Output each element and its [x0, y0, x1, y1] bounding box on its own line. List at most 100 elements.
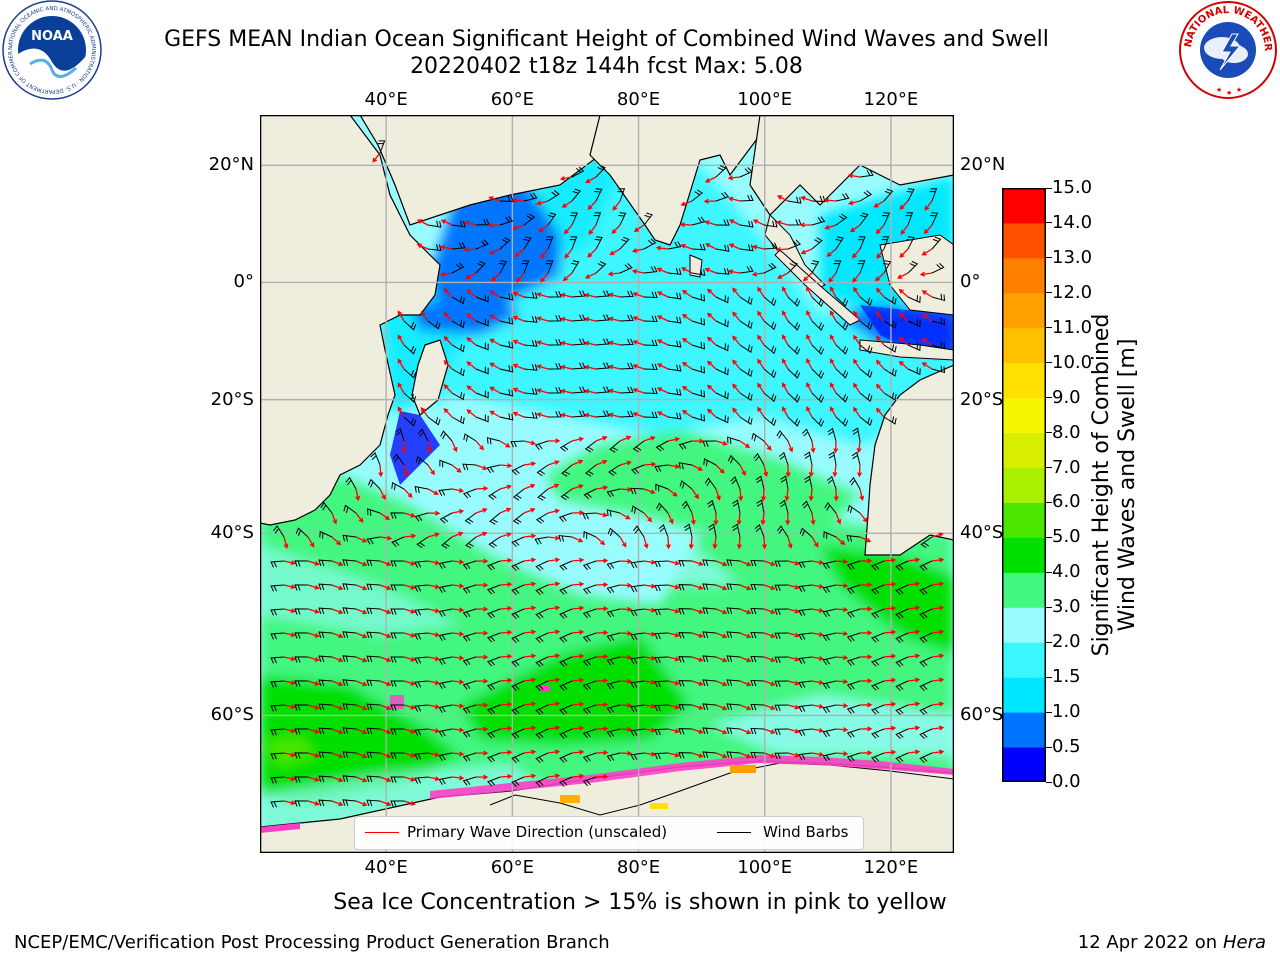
wave-direction-arrow	[307, 656, 320, 662]
wind-barb	[859, 344, 873, 354]
wind-barb	[559, 752, 573, 763]
wave-direction-arrow	[439, 271, 453, 277]
wave-direction-arrow	[499, 749, 513, 755]
wave-direction-arrow	[331, 536, 342, 546]
wind-barb	[691, 293, 705, 302]
wave-direction-arrow	[715, 728, 728, 735]
wave-direction-arrow	[523, 725, 537, 731]
wind-barb	[678, 440, 693, 450]
wind-barb	[606, 584, 621, 594]
wave-direction-arrow	[540, 272, 549, 283]
wave-direction-arrow	[859, 558, 873, 564]
wind-barb	[438, 488, 453, 497]
wave-direction-arrow	[633, 224, 645, 232]
wind-barb	[595, 410, 610, 418]
wind-barb	[595, 314, 610, 322]
wave-direction-arrow	[931, 629, 945, 635]
wind-barb	[654, 560, 669, 568]
wave-direction-arrow	[931, 677, 945, 683]
wave-direction-arrow	[907, 653, 921, 659]
wave-direction-arrow	[713, 512, 719, 526]
wave-direction-arrow	[403, 656, 416, 662]
wind-barb	[439, 459, 453, 468]
wave-direction-arrow	[595, 630, 609, 636]
wave-direction-arrow	[283, 584, 297, 590]
wave-direction-arrow	[499, 463, 513, 469]
wind-barb	[547, 291, 562, 298]
wave-direction-arrow	[643, 461, 657, 467]
wave-direction-arrow	[416, 243, 429, 250]
wind-barb	[582, 776, 597, 787]
wave-direction-arrow	[512, 411, 525, 418]
colorbar-tick-label: 0.0	[1052, 771, 1081, 792]
wave-direction-arrow	[757, 334, 765, 346]
wave-direction-arrow	[547, 605, 561, 611]
wind-barb	[294, 680, 309, 687]
wind-barb	[342, 703, 357, 711]
colorbar-tick-mark	[1046, 711, 1052, 713]
wind-barb	[667, 292, 682, 300]
wind-barb	[846, 608, 861, 619]
wind-barb	[753, 452, 765, 466]
wind-barb	[895, 752, 909, 763]
colorbar-tick-label: 9.0	[1052, 386, 1081, 408]
svg-text:★: ★	[1226, 89, 1232, 97]
wind-barb	[415, 455, 429, 466]
wave-direction-arrow	[540, 248, 549, 259]
wave-direction-arrow	[921, 290, 933, 298]
wave-direction-arrow	[787, 656, 800, 662]
wave-direction-arrow	[656, 339, 669, 346]
wave-direction-arrow	[712, 536, 718, 550]
wind-barb	[739, 220, 754, 228]
wave-direction-arrow	[379, 776, 392, 783]
wave-direction-arrow	[571, 605, 585, 611]
wave-direction-arrow	[739, 464, 746, 476]
wave-direction-arrow	[571, 677, 585, 683]
noaa-logo-text: NOAA	[31, 29, 73, 44]
wave-direction-arrow	[761, 536, 767, 550]
wind-barb	[523, 192, 538, 202]
wind-barb	[523, 412, 538, 419]
wind-barb	[702, 631, 717, 639]
wind-barb	[643, 411, 658, 419]
colorbar-tick-mark	[1046, 746, 1052, 748]
wave-direction-arrow	[691, 608, 704, 614]
wave-direction-arrow	[523, 557, 537, 563]
wave-direction-arrow	[859, 512, 868, 523]
wind-barb	[571, 314, 586, 322]
wind-barb	[390, 728, 405, 735]
wave-direction-arrow	[810, 440, 816, 454]
wind-barb	[630, 728, 645, 737]
wave-direction-arrow	[643, 703, 657, 709]
wind-barb	[632, 440, 645, 453]
wave-direction-arrow	[859, 726, 873, 732]
wind-barb	[919, 728, 933, 739]
wave-direction-arrow	[715, 608, 728, 615]
colorbar-segment	[1002, 572, 1046, 608]
wave-direction-arrow	[559, 412, 573, 418]
wave-direction-arrow	[727, 175, 741, 181]
wind-barb	[859, 368, 873, 378]
wind-barb	[919, 704, 933, 715]
wind-barb	[342, 655, 357, 663]
wave-direction-arrow	[416, 219, 429, 226]
wave-direction-arrow	[571, 701, 585, 707]
wave-direction-arrow	[443, 311, 453, 322]
wind-barb	[871, 704, 885, 715]
wind-barb	[390, 680, 405, 687]
wind-barb	[678, 608, 693, 615]
wave-direction-arrow	[875, 359, 885, 370]
wave-direction-arrow	[787, 608, 800, 614]
wave-direction-arrow	[681, 267, 693, 274]
wave-direction-arrow	[853, 358, 861, 370]
wave-direction-arrow	[715, 560, 728, 567]
wave-direction-arrow	[898, 312, 909, 322]
wind-barb	[607, 527, 621, 538]
wind-barb	[750, 631, 765, 639]
wind-barb	[318, 751, 333, 759]
wind-barb	[919, 608, 933, 619]
wave-direction-arrow	[608, 364, 621, 370]
wave-direction-arrow	[782, 358, 789, 370]
wave-direction-arrow	[643, 536, 649, 549]
wave-direction-arrow	[427, 752, 441, 758]
